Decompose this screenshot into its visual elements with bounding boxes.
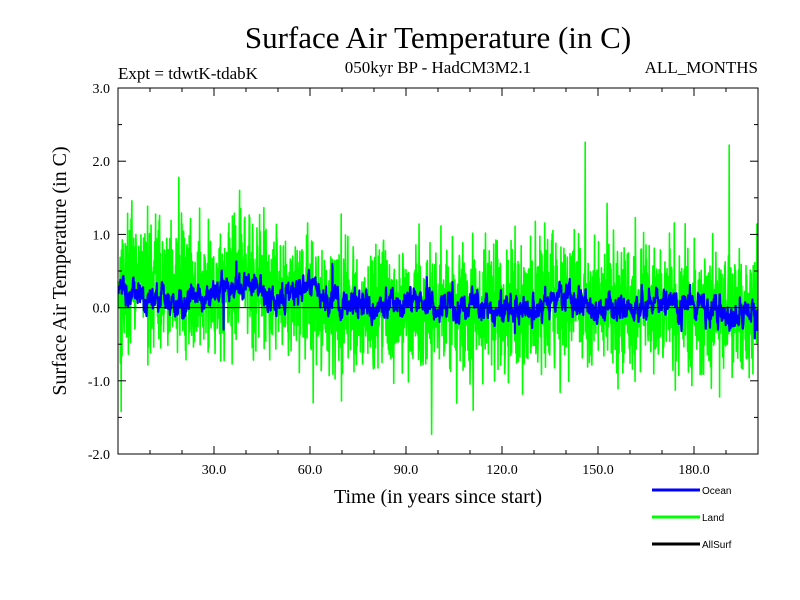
y-tick-label: 1.0 [93,228,111,243]
y-axis-label: Surface Air Temperature (in C) [49,146,71,395]
series-line-ocean [118,260,758,340]
experiment-label: Expt = tdwtK-tdabK [118,64,259,83]
y-tick-label: 2.0 [93,155,111,170]
series-layer [118,141,758,436]
x-tick-label: 150.0 [582,463,614,478]
x-tick-label: 30.0 [202,463,227,478]
y-tick-label: -2.0 [88,448,110,463]
x-tick-label: 60.0 [298,463,323,478]
months-label: ALL_MONTHS [645,58,758,77]
x-tick-label: 180.0 [678,463,710,478]
legend-label-allsurf: AllSurf [702,540,732,551]
series-line-land [118,141,758,436]
axis-layer: 30.0 60.0 90.0 120.0 150.0 180.0 -2.0 -1.0 0.0 1.… [88,82,759,478]
x-tick-label: 90.0 [394,463,419,478]
chart-title: Surface Air Temperature (in C) [245,20,631,55]
x-tick-label: 120.0 [486,463,518,478]
y-tick-label: 3.0 [93,82,111,97]
legend: Ocean Land AllSurf [652,486,732,551]
y-tick-label: 0.0 [93,302,111,317]
y-tick-label: -1.0 [88,375,110,390]
legend-label-land: Land [702,513,724,524]
model-label: 050kyr BP - HadCM3M2.1 [345,58,531,77]
legend-label-ocean: Ocean [702,486,731,497]
x-axis-label: Time (in years since start) [334,486,542,508]
